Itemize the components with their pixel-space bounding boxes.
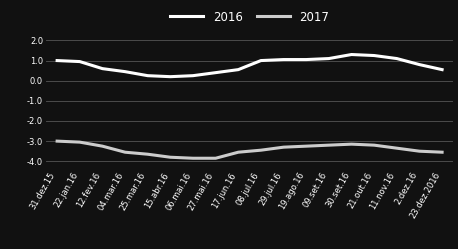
2017 [213, 157, 218, 160]
2017 [349, 143, 354, 146]
2016 [235, 68, 241, 71]
2016 [371, 54, 377, 57]
2017 [371, 144, 377, 147]
2016 [122, 70, 128, 73]
Line: 2017: 2017 [57, 141, 442, 158]
2016 [190, 74, 196, 77]
2017 [417, 150, 422, 153]
2016 [100, 67, 105, 70]
2016 [326, 57, 332, 60]
2017 [258, 149, 264, 152]
2017 [394, 147, 399, 150]
2017 [55, 140, 60, 143]
2017 [304, 145, 309, 148]
Legend: 2016, 2017: 2016, 2017 [170, 11, 329, 24]
2017 [122, 151, 128, 154]
2017 [100, 145, 105, 148]
2017 [77, 141, 82, 144]
2016 [417, 63, 422, 66]
2016 [439, 68, 445, 71]
2016 [349, 53, 354, 56]
2016 [281, 58, 286, 61]
2016 [394, 57, 399, 60]
2017 [439, 151, 445, 154]
2017 [168, 156, 173, 159]
2017 [190, 157, 196, 160]
2016 [168, 75, 173, 78]
2016 [258, 59, 264, 62]
2016 [213, 71, 218, 74]
2016 [77, 60, 82, 63]
2017 [281, 146, 286, 149]
2016 [304, 58, 309, 61]
2017 [326, 144, 332, 147]
2016 [145, 74, 150, 77]
Line: 2016: 2016 [57, 55, 442, 77]
2016 [55, 59, 60, 62]
2017 [235, 151, 241, 154]
2017 [145, 153, 150, 156]
